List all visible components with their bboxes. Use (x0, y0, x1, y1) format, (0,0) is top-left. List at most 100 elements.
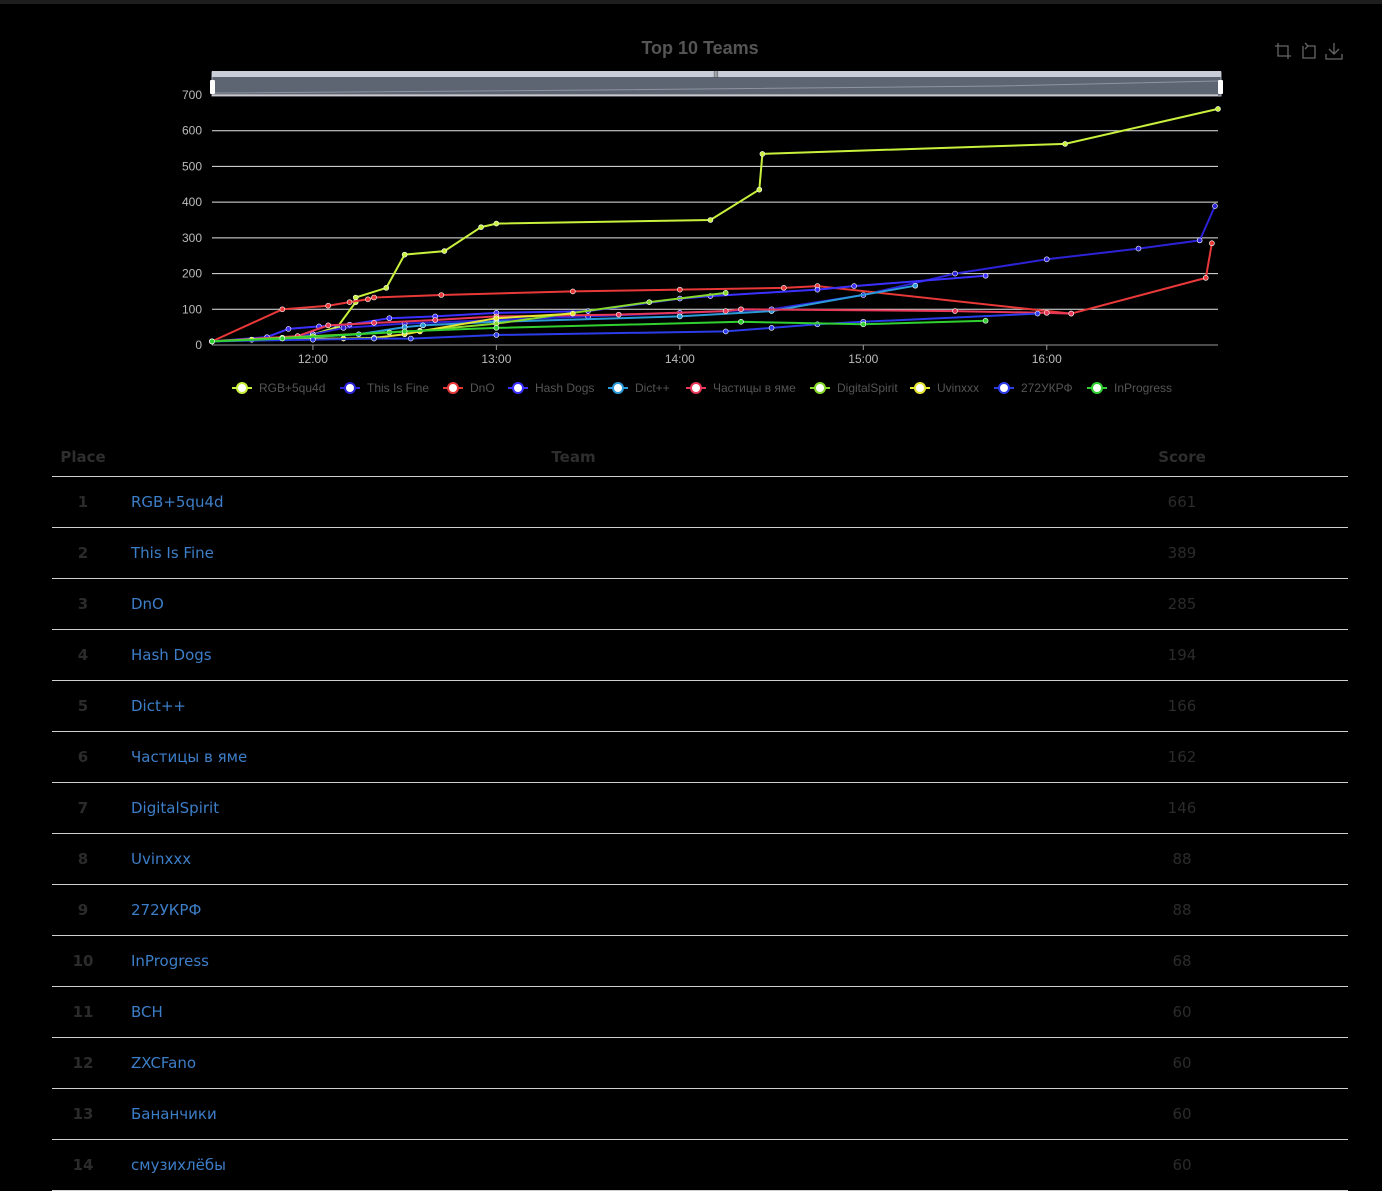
table-row: 9 272УКРФ 88 (52, 884, 1348, 936)
data-point (1196, 237, 1203, 244)
data-point (1202, 275, 1209, 281)
data-point (1043, 256, 1050, 263)
data-point (780, 285, 787, 291)
table-row: 6 Частицы в яме 162 (52, 731, 1348, 783)
data-point (279, 335, 286, 342)
y-tick-label: 700 (182, 88, 202, 102)
data-point (371, 320, 377, 326)
team-cell: BCH (114, 986, 1016, 1038)
team-link[interactable]: BCH (131, 1003, 163, 1021)
team-link[interactable]: DigitalSpirit (131, 799, 220, 817)
data-point (912, 282, 919, 289)
legend-marker (998, 382, 1010, 394)
data-point (952, 308, 958, 314)
legend-label: DigitalSpirit (837, 381, 898, 395)
table-row: 2 This Is Fine 389 (52, 527, 1348, 579)
team-link[interactable]: This Is Fine (131, 544, 214, 562)
data-point (1215, 106, 1221, 112)
data-point (493, 220, 500, 227)
team-link[interactable]: Hash Dogs (131, 646, 212, 664)
download-icon[interactable] (1325, 42, 1343, 60)
data-point (493, 332, 500, 338)
data-point (325, 302, 331, 309)
team-link[interactable]: DnO (131, 595, 164, 613)
score-cell: 60 (1016, 1037, 1348, 1089)
y-tick-label: 100 (182, 302, 202, 316)
legend-label: InProgress (1114, 381, 1172, 395)
team-link[interactable]: Uvinxxx (131, 850, 192, 868)
scoreboard-header-row: Place Team Score (52, 438, 1348, 477)
place-cell: 5 (52, 680, 114, 732)
team-link[interactable]: Dict++ (131, 697, 186, 715)
score-cell: 166 (1016, 680, 1348, 732)
legend-marker (690, 382, 702, 394)
series-line (211, 274, 986, 343)
data-point (493, 315, 500, 322)
data-point (478, 224, 484, 230)
data-point (441, 248, 448, 254)
team-cell: ZXCFano (114, 1037, 1016, 1089)
legend-marker (1091, 382, 1103, 394)
data-point (279, 306, 286, 313)
data-point (756, 186, 763, 193)
data-point (352, 294, 359, 301)
team-cell: RGB+5qu4d (114, 476, 1016, 528)
team-cell: Частицы в яме (114, 731, 1016, 783)
data-point (707, 217, 714, 223)
zoom-select-icon[interactable] (1274, 42, 1292, 60)
data-point (738, 306, 744, 313)
score-cell: 661 (1016, 476, 1348, 528)
team-link[interactable]: RGB+5qu4d (131, 493, 224, 511)
team-link[interactable]: ZXCFano (131, 1054, 197, 1072)
team-link[interactable]: смузихлёбы (131, 1156, 226, 1174)
data-point (982, 272, 989, 279)
data-point (432, 317, 439, 323)
team-cell: Бананчики (114, 1088, 1016, 1140)
score-cell: 88 (1016, 884, 1348, 936)
place-cell: 13 (52, 1088, 114, 1140)
place-cell: 7 (52, 782, 114, 834)
header-score: Score (1016, 438, 1348, 477)
data-point (570, 288, 576, 295)
place-cell: 4 (52, 629, 114, 681)
datazoom-right-handle (1218, 80, 1223, 94)
header-place: Place (52, 438, 114, 477)
table-row: 14 смузихлёбы 60 (52, 1139, 1348, 1191)
team-cell: Hash Dogs (114, 629, 1016, 681)
team-link[interactable]: 272УКРФ (131, 901, 202, 919)
place-cell: 10 (52, 935, 114, 987)
data-point (493, 325, 500, 331)
legend-label: 272УКРФ (1021, 381, 1073, 395)
x-tick-label: 13:00 (481, 352, 511, 366)
y-tick-label: 300 (182, 231, 202, 245)
data-point (1062, 141, 1068, 147)
data-point (285, 326, 292, 332)
data-point (615, 311, 622, 318)
zoom-restore-icon[interactable] (1299, 42, 1317, 60)
legend-marker (512, 382, 524, 394)
datazoom-handle-bar (212, 71, 1221, 77)
team-link[interactable]: InProgress (131, 952, 209, 970)
team-link[interactable]: Бананчики (131, 1105, 217, 1123)
score-cell: 194 (1016, 629, 1348, 681)
table-row: 1 RGB+5qu4d 661 (52, 476, 1348, 528)
data-point (407, 335, 414, 342)
data-point (851, 283, 857, 289)
data-point (346, 299, 353, 305)
data-point (1209, 240, 1215, 247)
team-cell: DnO (114, 578, 1016, 630)
score-cell: 60 (1016, 1088, 1348, 1140)
score-cell: 146 (1016, 782, 1348, 834)
table-row: 4 Hash Dogs 194 (52, 629, 1348, 681)
data-point (438, 292, 445, 298)
legend-label: This Is Fine (367, 381, 429, 395)
table-row: 12 ZXCFano 60 (52, 1037, 1348, 1089)
data-point (814, 286, 821, 293)
data-point (386, 315, 393, 322)
legend-label: Dict++ (635, 381, 670, 395)
series-line (211, 243, 1213, 343)
team-cell: смузихлёбы (114, 1139, 1016, 1191)
team-link[interactable]: Частицы в яме (131, 748, 248, 766)
x-tick-label: 15:00 (848, 352, 878, 366)
score-cell: 88 (1016, 833, 1348, 885)
